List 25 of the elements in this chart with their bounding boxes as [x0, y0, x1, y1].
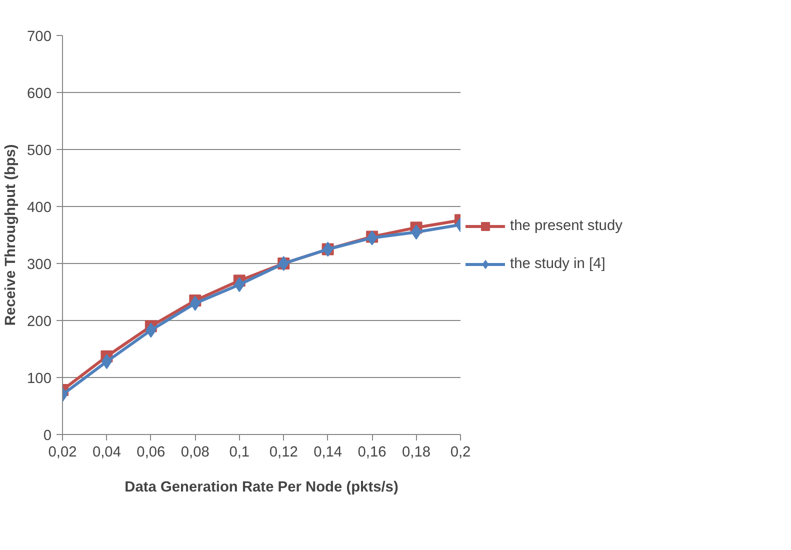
y-tick-label: 400: [27, 200, 52, 216]
y-axis-title: Receive Throughput (bps): [3, 144, 20, 326]
legend-label: the study in [4]: [510, 256, 606, 272]
y-tick-label: 200: [27, 314, 52, 330]
x-tick-label: 0,02: [48, 444, 77, 460]
x-axis-title: Data Generation Rate Per Node (pkts/s): [124, 480, 398, 496]
y-tick-label: 700: [27, 29, 52, 45]
x-tick-label: 0,2: [450, 444, 471, 460]
y-tick-label: 300: [27, 257, 52, 273]
y-tick-label: 600: [27, 86, 52, 102]
point: [366, 230, 378, 246]
x-tick-label: 0,18: [402, 444, 431, 460]
point: [234, 277, 245, 292]
legend-label: the present study: [510, 218, 622, 234]
y-tick-label: 100: [27, 371, 52, 387]
x-tick-label: 0,06: [136, 444, 166, 460]
point: [146, 322, 156, 338]
x-tick-label: 0,08: [180, 444, 210, 460]
x-tick-label: 0,04: [92, 444, 121, 460]
x-tick-label: 0,14: [314, 444, 342, 460]
x-tick-label: 0,12: [269, 444, 298, 460]
x-tick-label: 0,1: [229, 444, 250, 460]
y-tick-label: 0: [43, 428, 52, 444]
x-tick-label: 0,16: [358, 444, 386, 460]
y-tick-label: 500: [27, 143, 52, 159]
